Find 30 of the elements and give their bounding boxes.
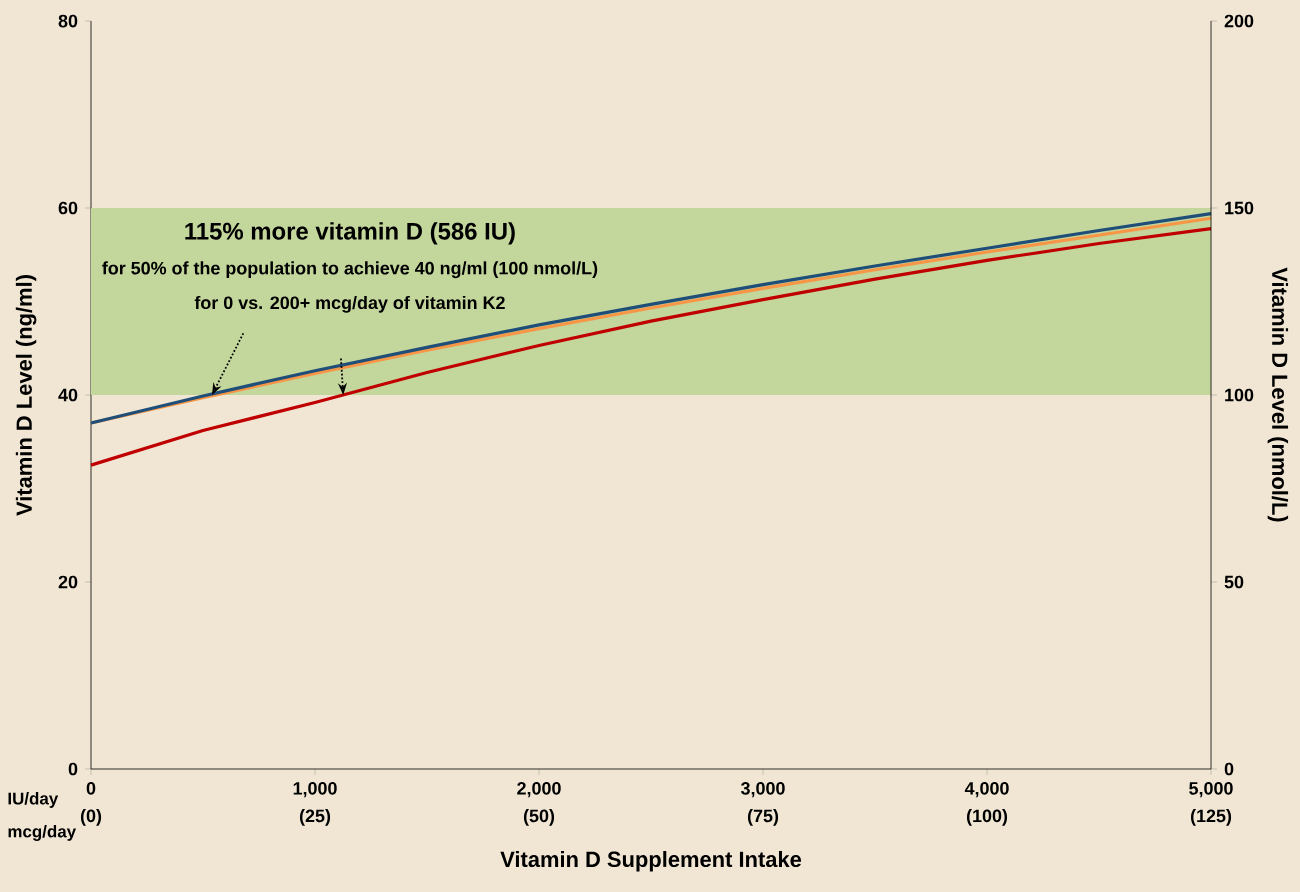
x-tick-label: 4,000 — [964, 782, 1009, 798]
annotation: for 50% of the population to achieve 40 ng/ml (100 nmol/L) — [102, 261, 598, 279]
x2-tick-label: (25) — [299, 809, 331, 826]
y2-tick-label: 50 — [1224, 575, 1244, 589]
x-tick-label: 3,000 — [740, 782, 785, 798]
x2-tick-label: (125) — [1190, 809, 1232, 826]
text: IU/day — [8, 792, 59, 808]
y-tick-label: 80 — [58, 14, 78, 28]
y-tick-label: 40 — [58, 388, 78, 402]
x-axis-title: Vitamin D Supplement Intake — [500, 851, 802, 872]
y-axis-title: Vitamin D Level (ng/ml) — [15, 275, 37, 516]
y2-tick-label: 100 — [1225, 388, 1254, 402]
annotation: 115% more vitamin D (586 IU) — [185, 222, 515, 245]
x-tick-label: 0 — [86, 782, 96, 795]
x2-tick-label: (75) — [747, 809, 779, 826]
x-tick-label: 5,000 — [1189, 782, 1233, 798]
y2-tick-label: 150 — [1225, 201, 1254, 215]
y2-axis-title: Vitamin D Level (nmol/L) — [1267, 267, 1289, 522]
y-tick-label: 60 — [58, 201, 78, 215]
x2-tick-label: (0) — [80, 809, 102, 826]
x-tick-label: 2,000 — [517, 782, 561, 798]
x2-tick-label: (50) — [523, 809, 555, 826]
x-tick-label: 1,000 — [293, 782, 337, 798]
y-tick-label: 0 — [68, 762, 78, 776]
x2-tick-label: (100) — [966, 809, 1008, 826]
y2-tick-label: 0 — [1224, 762, 1234, 776]
y2-tick-label: 200 — [1224, 14, 1254, 28]
y-tick-label: 20 — [58, 575, 78, 589]
text: mcg/day — [8, 825, 77, 841]
annotation: for 0 vs. 200+ mcg/day of vitamin K2 — [194, 295, 505, 313]
